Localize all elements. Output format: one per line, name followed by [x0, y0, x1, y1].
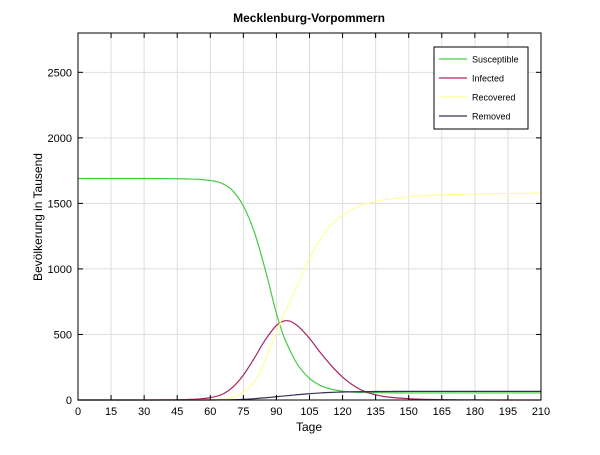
legend: Susceptible Infected Recovered Removed — [433, 46, 529, 130]
legend-box — [433, 46, 529, 130]
x-tick-label: 210 — [532, 406, 550, 418]
x-axis-label: Tage — [296, 420, 322, 434]
y-axis-label: Bevölkerung in Tausend — [31, 153, 45, 281]
x-tick-label: 0 — [75, 406, 81, 418]
y-tick-label: 1000 — [48, 264, 72, 276]
x-tick-label: 165 — [433, 406, 451, 418]
y-tick-label: 500 — [54, 329, 72, 341]
legend-label-recovered: Recovered — [472, 93, 516, 103]
y-tick-label: 2000 — [48, 133, 72, 145]
x-tick-label: 60 — [204, 406, 216, 418]
tick-layer: 0 15 30 45 60 75 90 105 120 135 150 165 180 195 210 0 50… — [48, 33, 550, 418]
x-tick-label: 90 — [270, 406, 282, 418]
x-tick-label: 120 — [333, 406, 351, 418]
x-tick-label: 30 — [138, 406, 150, 418]
chart-title: Mecklenburg-Vorpommern — [233, 11, 385, 25]
x-tick-label: 15 — [105, 406, 117, 418]
x-tick-label: 45 — [171, 406, 183, 418]
x-tick-label: 150 — [400, 406, 418, 418]
legend-label-removed: Removed — [472, 112, 511, 122]
y-tick-label: 2500 — [48, 67, 72, 79]
x-tick-label: 135 — [366, 406, 384, 418]
x-tick-label: 105 — [300, 406, 318, 418]
y-tick-label: 0 — [66, 395, 72, 407]
legend-label-susceptible: Susceptible — [472, 55, 519, 65]
y-tick-label: 1500 — [48, 198, 72, 210]
series-line-susceptible — [77, 177, 542, 394]
x-tick-label: 195 — [499, 406, 517, 418]
x-tick-label: 75 — [237, 406, 249, 418]
legend-label-infected: Infected — [472, 74, 504, 84]
x-tick-label: 180 — [466, 406, 484, 418]
